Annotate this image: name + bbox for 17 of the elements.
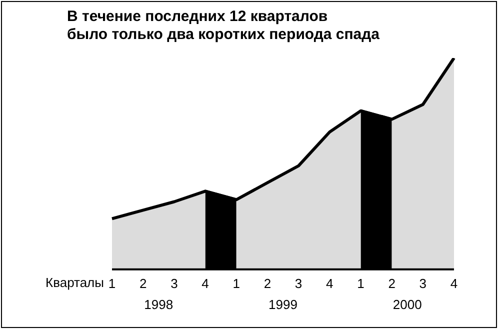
x-tick-label: 2 <box>264 276 272 291</box>
x-tick-label: 3 <box>170 276 178 291</box>
x-tick-label: 4 <box>450 276 458 291</box>
x-tick-label: 1 <box>108 276 116 291</box>
x-tick-label: 3 <box>419 276 427 291</box>
x-tick-label: 4 <box>202 276 209 291</box>
chart-title: В течение последних 12 кварталов было только два коротких периода спада <box>67 8 380 44</box>
x-tick-label: 1 <box>232 276 240 291</box>
text: 1998 <box>144 296 174 312</box>
text: 2000 <box>392 296 422 312</box>
x-tick-label: 2 <box>388 276 396 291</box>
x-tick-label: 3 <box>294 276 302 291</box>
text: 1999 <box>268 296 298 312</box>
x-tick-label: 2 <box>139 276 147 291</box>
x-axis-title: Кварталы <box>46 274 104 290</box>
x-tick-label: 4 <box>326 276 334 291</box>
x-tick-label: 1 <box>357 276 364 291</box>
